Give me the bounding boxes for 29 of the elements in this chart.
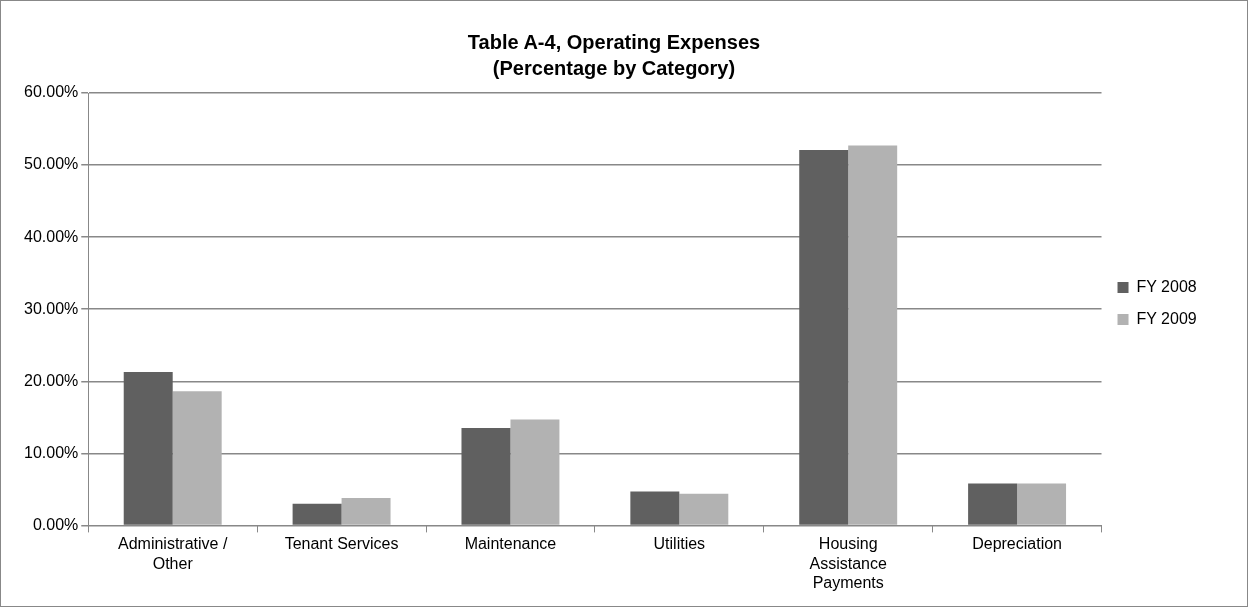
y-tick-label: 60.00% <box>24 83 79 101</box>
bar <box>799 149 849 525</box>
legend-label: FY 2008 <box>1136 277 1197 295</box>
bar <box>848 145 898 525</box>
bar <box>292 503 342 525</box>
y-tick-label: 30.00% <box>24 299 79 317</box>
bar <box>1017 483 1067 525</box>
bar <box>341 498 391 525</box>
bar <box>123 371 173 525</box>
y-tick-label: 0.00% <box>32 515 79 533</box>
y-tick-label: 10.00% <box>24 443 79 461</box>
x-tick-label: Tenant Services <box>284 535 399 553</box>
chart-title: Table A-4, Operating Expenses <box>467 30 761 53</box>
x-tick-label: Depreciation <box>972 535 1062 553</box>
bar <box>630 491 680 525</box>
legend-label: FY 2009 <box>1136 309 1197 327</box>
bar <box>968 483 1018 525</box>
x-tick-label: Maintenance <box>464 535 557 553</box>
bar <box>679 493 729 525</box>
y-tick-label: 40.00% <box>24 227 79 245</box>
bar <box>510 419 560 525</box>
chart-subtitle: (Percentage by Category) <box>492 56 736 79</box>
bar <box>461 428 511 525</box>
x-tick-label: Housing Assistance Payments <box>809 535 887 591</box>
y-tick-label: 20.00% <box>24 371 79 389</box>
y-tick-label: 50.00% <box>24 155 79 173</box>
x-tick-label: Administrative / Other <box>118 535 228 572</box>
bar <box>172 391 222 525</box>
x-tick-label: Utilities <box>653 535 706 553</box>
